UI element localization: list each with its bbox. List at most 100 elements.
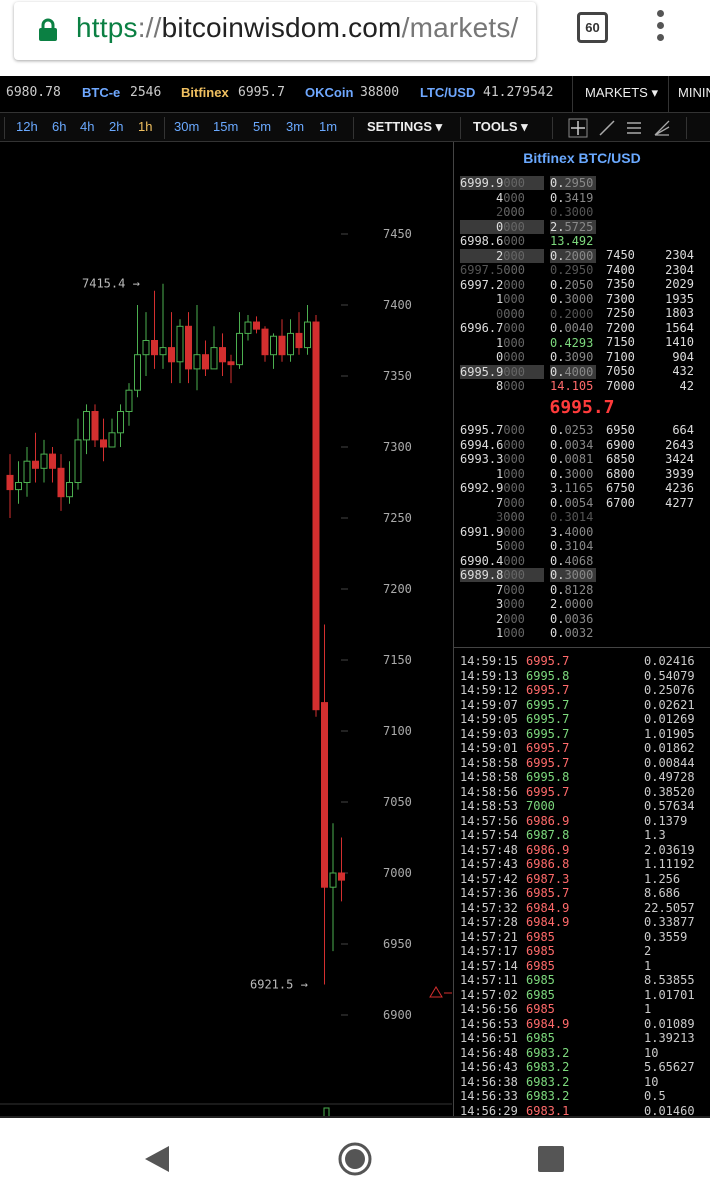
ask-row[interactable]: 8000 14.105 <box>460 379 596 394</box>
bid-amount: 0.3000 <box>550 467 596 481</box>
timeframe-6h[interactable]: 6h <box>52 119 67 134</box>
recent-apps-icon[interactable] <box>538 1146 564 1172</box>
bid-row[interactable]: 3000 2.0000 <box>460 597 596 612</box>
candle-body <box>304 321 311 349</box>
ask-price-suffix: 000 <box>503 234 526 248</box>
back-icon[interactable] <box>143 1144 171 1174</box>
bid-amount-main: 0. <box>550 611 565 626</box>
bid-amount-main: 0. <box>550 568 565 582</box>
ask-amount-main: 0. <box>550 335 565 350</box>
url-path: /markets/ <box>401 12 519 43</box>
depth-price: 6800 <box>606 466 635 481</box>
horizontal-lines-icon[interactable] <box>624 118 644 138</box>
ask-price-suffix: 000 <box>503 205 525 219</box>
ask-row[interactable]: 6997.5000 0.2950 <box>460 263 596 278</box>
bid-amount-suffix: 0253 <box>564 423 594 437</box>
trade-time: 14:58:53 <box>460 799 518 813</box>
ask-amount-suffix: 4000 <box>564 364 594 379</box>
timeframe-4h[interactable]: 4h <box>80 119 95 134</box>
bid-row[interactable]: 6993.3000 0.0081 <box>460 452 596 467</box>
timeframe-15m[interactable]: 15m <box>213 119 239 134</box>
candle-body <box>193 354 201 370</box>
ticker-name-bitfinex[interactable]: Bitfinex <box>181 85 229 100</box>
bid-row[interactable]: 6995.7000 0.0253 <box>460 423 596 438</box>
ask-row[interactable]: 4000 0.3419 <box>460 191 596 206</box>
trade-amount: 0.57634 <box>644 799 695 813</box>
ask-row[interactable]: 1000 0.4293 <box>460 336 596 351</box>
trade-amount: 0.5 <box>644 1089 666 1103</box>
markets-menu[interactable]: MARKETS ▾ <box>572 76 658 112</box>
ask-row[interactable]: 0000 0.2000 <box>460 307 596 322</box>
ask-amount: 0.4000 <box>550 364 596 379</box>
tab-switcher-button[interactable]: 60 <box>577 12 608 43</box>
bid-row[interactable]: 7000 0.8128 <box>460 583 596 598</box>
volume-bar <box>323 1107 330 1118</box>
mining-menu[interactable]: MININ <box>668 76 710 112</box>
bid-row[interactable]: 6991.9000 3.4000 <box>460 525 596 540</box>
bid-row[interactable]: 6989.8000 0.3000 <box>460 568 596 583</box>
bid-row[interactable]: 2000 0.0036 <box>460 612 596 627</box>
ask-amount-main: 0. <box>550 263 565 277</box>
trade-price: 6995.7 <box>526 683 570 697</box>
ask-row[interactable]: 1000 0.3000 <box>460 292 596 307</box>
bid-amount-main: 0. <box>550 423 565 437</box>
timeframe-1h[interactable]: 1h <box>138 119 153 134</box>
bid-row[interactable]: 3000 0.3014 <box>460 510 596 525</box>
ask-row[interactable]: 6997.2000 0.2050 <box>460 278 596 293</box>
tools-dropdown[interactable]: TOOLS ▾ <box>473 119 528 134</box>
bid-row[interactable]: 1000 0.0032 <box>460 626 596 641</box>
home-icon[interactable] <box>337 1141 373 1177</box>
order-book-title: Bitfinex BTC/USD <box>523 150 641 166</box>
ask-row[interactable]: 0000 2.5725 <box>460 219 596 235</box>
bid-amount: 0.3104 <box>550 539 596 553</box>
candle-body <box>142 340 150 356</box>
crosshair-icon[interactable] <box>568 118 588 138</box>
ask-row[interactable]: 2000 0.2000 <box>460 248 596 264</box>
ticker-name-ltcusd[interactable]: LTC/USD <box>420 85 476 100</box>
line-tool-icon[interactable] <box>597 118 617 138</box>
address-bar[interactable]: https://bitcoinwisdom.com/markets/ <box>14 2 536 60</box>
bid-amount: 0.0081 <box>550 452 596 466</box>
ask-row[interactable]: 6995.9000 0.4000 <box>460 364 596 380</box>
ask-row[interactable]: 6999.9000 0.2950 <box>460 176 596 191</box>
fib-tool-icon[interactable] <box>652 118 672 138</box>
bid-row[interactable]: 5000 0.3104 <box>460 539 596 554</box>
candle-body <box>49 453 56 469</box>
ticker-name-okcoin[interactable]: OKCoin <box>305 85 354 100</box>
overflow-menu-icon[interactable] <box>654 10 666 46</box>
ask-amount: 0.3419 <box>550 191 596 205</box>
trade-time: 14:57:42 <box>460 871 518 886</box>
trade-price: 7000 <box>526 799 555 813</box>
settings-dropdown[interactable]: SETTINGS ▾ <box>367 119 443 134</box>
timeframe-2h[interactable]: 2h <box>109 119 124 134</box>
bid-row[interactable]: 6992.9000 3.1165 <box>460 481 596 496</box>
bid-row[interactable]: 7000 0.0054 <box>460 496 596 511</box>
y-tick-label: 7000 <box>383 866 412 880</box>
depth-level: 6700 4277 <box>604 496 704 511</box>
depth-level: 6950 664 <box>604 423 704 438</box>
ask-row[interactable]: 6996.7000 0.0040 <box>460 321 596 336</box>
candlestick-chart[interactable]: 7450 7400 7350 7300 7250 7200 7150 7100 7050 7000… <box>0 142 452 1118</box>
ask-row[interactable]: 2000 0.3000 <box>460 205 596 220</box>
timeframe-3m[interactable]: 3m <box>286 119 305 134</box>
ask-row[interactable]: 6998.6000 13.492 <box>460 234 596 249</box>
ask-amount-main: 0. <box>550 364 565 379</box>
candle-body <box>159 347 167 356</box>
trade-amount: 2.03619 <box>644 842 695 857</box>
ask-row[interactable]: 0000 0.3090 <box>460 350 596 365</box>
bid-row[interactable]: 1000 0.3000 <box>460 467 596 482</box>
timeframe-1m[interactable]: 1m <box>319 119 338 134</box>
bid-row[interactable]: 6990.4000 0.4068 <box>460 554 596 569</box>
depth-level: 7050 432 <box>604 364 704 379</box>
timeframe-5m[interactable]: 5m <box>253 119 272 134</box>
ask-amount-suffix: 5725 <box>564 219 594 234</box>
timeframe-30m[interactable]: 30m <box>174 119 200 134</box>
trade-time: 14:56:56 <box>460 1002 518 1016</box>
bid-price-main: 6989.8 <box>460 568 504 582</box>
timeframe-12h[interactable]: 12h <box>16 119 38 134</box>
bid-row[interactable]: 6994.6000 0.0034 <box>460 438 596 453</box>
trade-time: 14:59:01 <box>460 741 518 755</box>
ticker-name-btce[interactable]: BTC-e <box>82 85 121 100</box>
bid-price-suffix: 000 <box>503 495 525 510</box>
ask-price-suffix: 000 <box>503 321 526 335</box>
